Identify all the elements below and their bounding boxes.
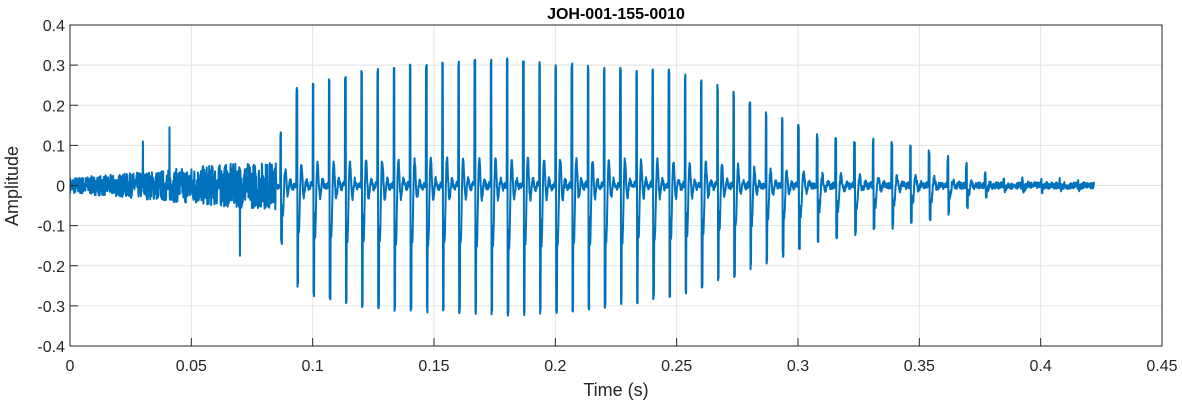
y-tick-label: -0.4	[37, 339, 65, 356]
y-axis-label: Amplitude	[2, 146, 22, 226]
x-tick-label: 0.3	[787, 358, 809, 375]
x-tick-label: 0.15	[418, 358, 449, 375]
waveform-series-line	[70, 57, 1096, 317]
x-tick-label: 0.05	[176, 358, 207, 375]
y-tick-label: -0.1	[37, 219, 65, 236]
y-tick-label: 0.1	[43, 138, 65, 155]
x-tick-label: 0.25	[661, 358, 692, 375]
x-tick-label: 0.35	[904, 358, 935, 375]
y-tick-label: 0.2	[43, 98, 65, 115]
x-tick-label: 0.45	[1146, 358, 1177, 375]
x-tick-label: 0.4	[1030, 358, 1052, 375]
y-tick-label: -0.2	[37, 259, 65, 276]
x-axis-label: Time (s)	[583, 380, 648, 400]
x-tick-label: 0	[66, 358, 75, 375]
y-tick-label: 0	[56, 179, 65, 196]
y-tick-label: -0.3	[37, 299, 65, 316]
x-tick-label: 0.2	[544, 358, 566, 375]
x-tick-label: 0.1	[302, 358, 324, 375]
y-tick-label: 0.3	[43, 58, 65, 75]
chart-title: JOH-001-155-0010	[547, 6, 685, 23]
y-tick-label: 0.4	[43, 18, 65, 35]
x-axis-ticks: 0 0.05 0.1 0.15 0.2 0.25 0.3 0.35 0.4 0.45	[66, 338, 1178, 375]
y-axis-ticks: -0.4 -0.3 -0.2 -0.1 0 0.1 0.2 0.3 0.4	[37, 18, 78, 356]
plot-area	[70, 57, 1096, 317]
